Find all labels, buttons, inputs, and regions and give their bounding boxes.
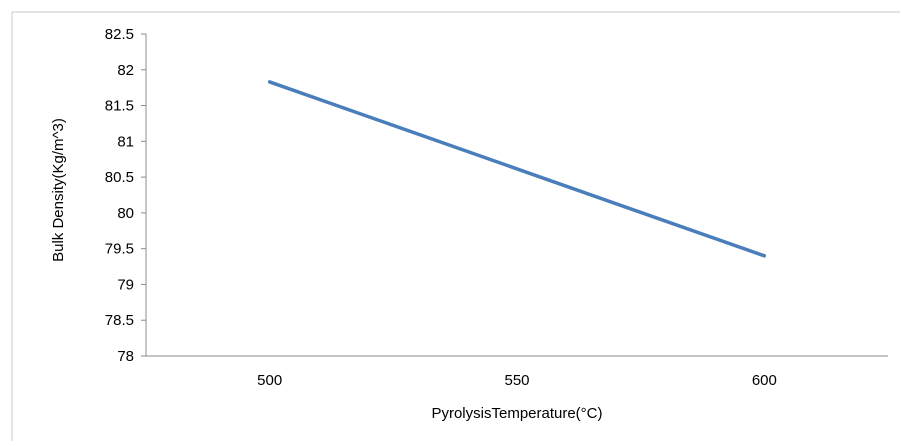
x-tick-label: 500 (257, 372, 282, 389)
series-line (267, 80, 767, 258)
x-tick-label: 550 (504, 372, 529, 389)
y-axis-ticks: 78 78.5 79 79.5 80 80.5 81 81.5 82 82.5 (105, 26, 146, 365)
y-tick-label: 81 (117, 133, 134, 150)
y-tick-label: 79 (117, 276, 134, 293)
y-tick-label: 82.5 (105, 26, 134, 43)
y-tick-label: 82 (117, 62, 134, 79)
y-tick-label: 78.5 (105, 312, 134, 329)
y-axis-title: Bulk Density(Kg/m^3) (50, 118, 67, 262)
y-tick-label: 80 (117, 205, 134, 222)
x-tick-label: 600 (752, 372, 777, 389)
x-axis-ticks: 500 550 600 (257, 372, 777, 389)
y-tick-label: 78 (117, 348, 134, 365)
y-tick-label: 81.5 (105, 98, 134, 115)
y-tick-label: 80.5 (105, 169, 134, 186)
series-layer (267, 80, 767, 258)
x-axis-title: PyrolysisTemperature(°C) (431, 405, 602, 422)
y-tick-label: 79.5 (105, 241, 134, 258)
